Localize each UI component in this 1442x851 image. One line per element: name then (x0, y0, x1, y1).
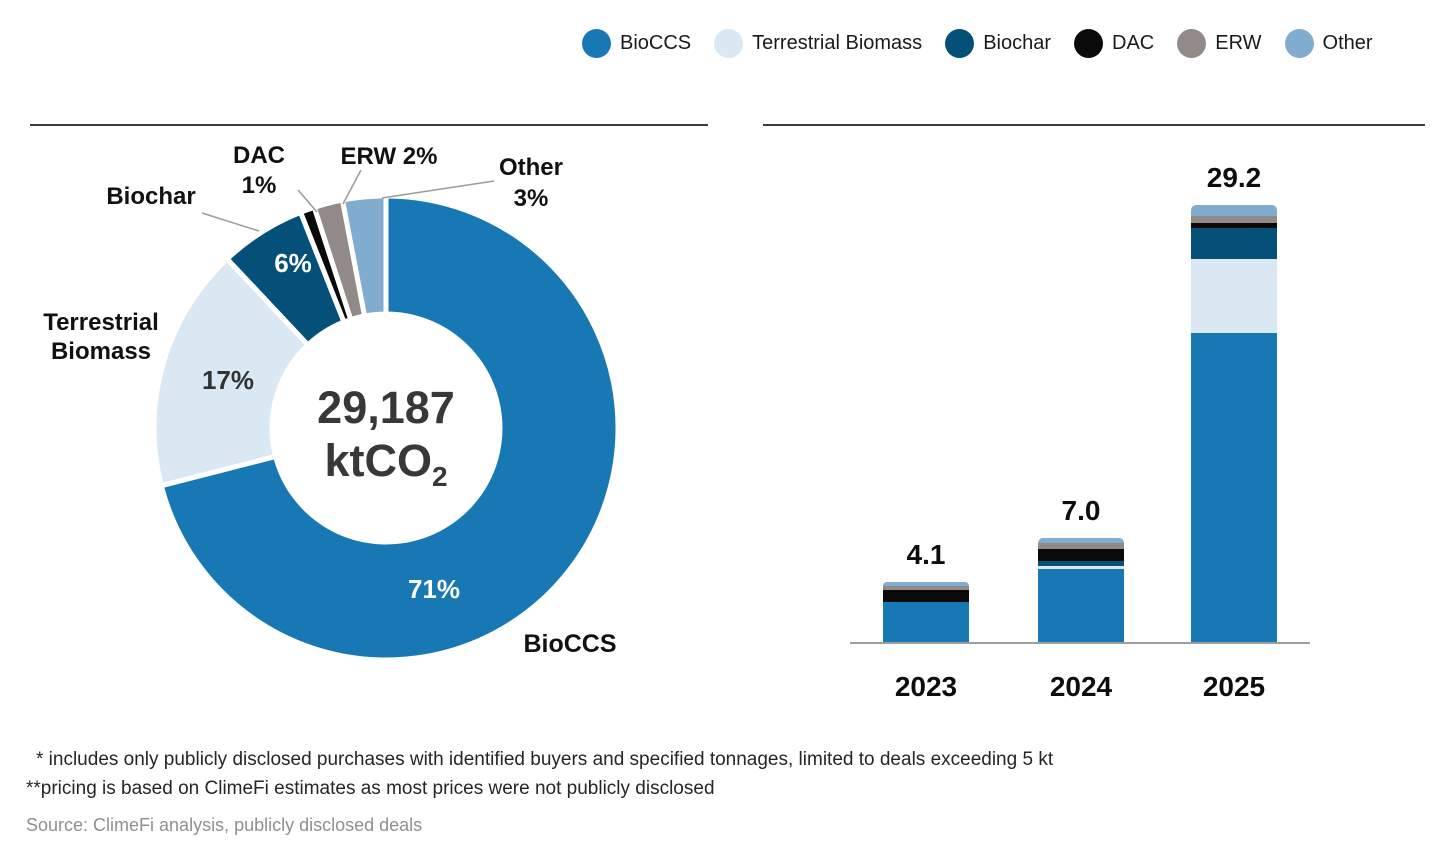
biochar-callout-line (201, 212, 260, 232)
bar-segment-2025-erw (1191, 215, 1277, 223)
bar-segment-2024-biochar (1038, 561, 1124, 566)
erw-label: ERW 2% (340, 143, 438, 170)
legend-item-label: Terrestrial Biomass (752, 32, 923, 54)
bar-total-label-2024: 7.0 (1061, 495, 1101, 526)
bar-panel-top-rule (763, 124, 1425, 126)
bar-category-label-2023: 2023 (894, 671, 958, 702)
donut-slice-bioccs (158, 193, 621, 663)
bar-segment-2024-bioccs (1038, 568, 1124, 644)
source-note: Source: ClimeFi analysis, publicly discl… (26, 815, 423, 835)
erw-callout-line (342, 169, 362, 205)
donut-panel-top-rule (30, 124, 708, 126)
bar-segment-2023-dac (883, 589, 969, 602)
bar-segment-2023-erw (883, 586, 969, 590)
legend-item: Terrestrial Biomass (714, 29, 922, 58)
other-label: Other 3% (498, 154, 563, 212)
bar-segment-2025-terrestrial-biomass (1191, 259, 1277, 333)
donut-total-value: 29,187 (317, 382, 455, 433)
bar-segment-2024-other (1038, 538, 1124, 543)
donut-slice-terrestrial-biomass (151, 255, 312, 489)
legend-swatch-icon (1074, 29, 1103, 58)
donut-unit: ktCO2 (324, 435, 448, 492)
bar-total-label-2025: 29.2 (1206, 162, 1262, 193)
legend-swatch-icon (1284, 29, 1314, 58)
legend-item: DAC (1074, 29, 1154, 58)
dac-label: DAC 1% (233, 142, 285, 199)
footnote-1: * includes only publicly disclosed purch… (36, 749, 1054, 770)
terrestrial-pct-label: 17% (201, 365, 255, 395)
bar-segment-2025-biochar (1191, 227, 1277, 259)
callout-lines (201, 169, 495, 232)
donut-chart (151, 169, 621, 663)
bar-segment-2025-dac (1191, 223, 1277, 228)
bar-category-label-2024: 2024 (1049, 671, 1113, 702)
bar-segment-2024-erw (1038, 542, 1124, 549)
legend-item: ERW (1177, 29, 1262, 58)
bioccs-pct-label: 71% (407, 574, 461, 604)
biochar-pct-label: 6% (274, 248, 312, 278)
bar-segment-2023-other (883, 581, 969, 586)
legend-swatch-icon (582, 29, 611, 58)
legend-item-label: Biochar (983, 32, 1051, 54)
other-callout-line (381, 180, 495, 199)
bar-chart-baseline (850, 642, 1310, 644)
biochar-label: Biochar (106, 183, 196, 210)
bioccs-label: BioCCS (523, 630, 617, 658)
footnote-2: **pricing is based on ClimeFi estimates … (26, 778, 715, 799)
donut-center-label: 29,187 ktCO2 (266, 381, 506, 503)
legend-item-label: ERW (1215, 32, 1262, 54)
legend-item: Other (1284, 29, 1373, 58)
legend-swatch-icon (1177, 29, 1207, 58)
bar-category-label-2025: 2025 (1202, 671, 1266, 702)
bar-segment-2025-other (1191, 205, 1277, 216)
legend-item-label: BioCCS (620, 32, 692, 54)
dac-callout-line (297, 189, 318, 213)
bar-total-label-2023: 4.1 (906, 538, 946, 570)
legend-swatch-icon (714, 29, 744, 58)
legend-item-label: DAC (1112, 32, 1155, 54)
bar-segment-2025-bioccs (1191, 332, 1277, 643)
bar-segment-2023-bioccs (883, 601, 969, 644)
donut-slice-other (339, 193, 389, 319)
legend-item: BioCCS (582, 29, 691, 58)
legend: BioCCS Terrestrial Biomass Biochar DAC ERW Ot… (582, 29, 1373, 58)
legend-item: Biochar (945, 29, 1051, 58)
terrestrial-biomass-label: Terrestrial Biomass (43, 309, 159, 365)
bar-segment-2024-terrestrial-biomass (1038, 565, 1124, 569)
bar-segment-2024-dac (1038, 548, 1124, 562)
legend-swatch-icon (945, 29, 975, 58)
legend-item-label: Other (1322, 32, 1373, 54)
